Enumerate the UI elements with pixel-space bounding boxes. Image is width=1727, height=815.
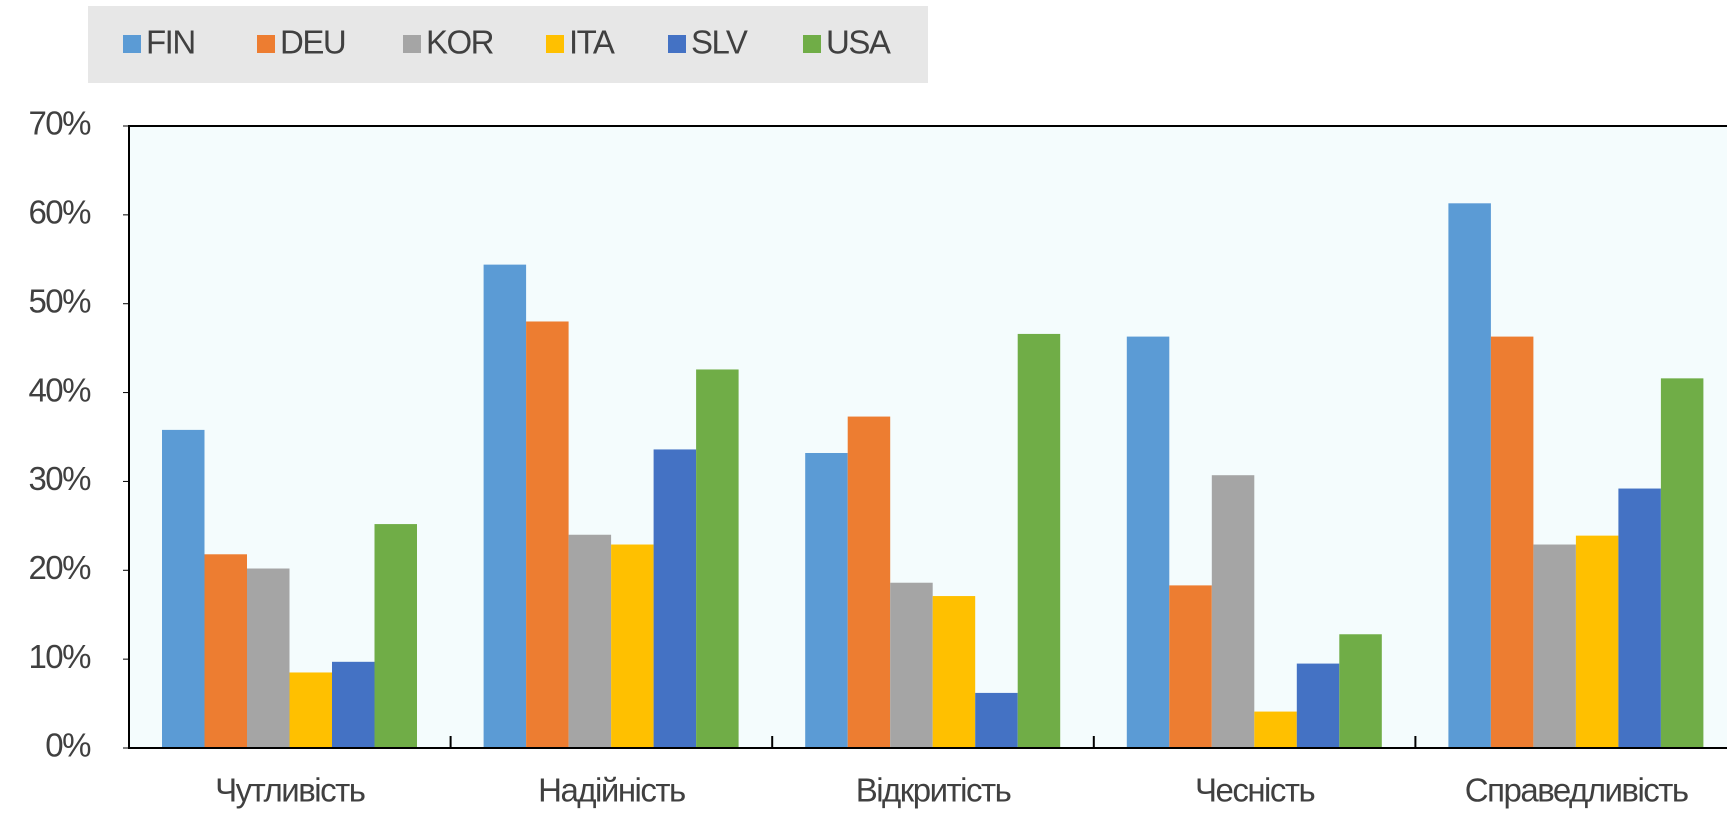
y-tick-label: 20% (28, 549, 91, 586)
bar (932, 596, 976, 748)
y-tick-label: 70% (28, 105, 91, 142)
bar (1169, 585, 1212, 748)
bar (1126, 336, 1170, 748)
x-tick-label: Справедливість (1465, 772, 1688, 809)
y-tick-label: 0% (45, 727, 91, 764)
bar (1533, 544, 1576, 748)
legend-swatch (257, 35, 275, 53)
bar (611, 544, 654, 748)
bar (204, 554, 247, 748)
x-tick-label: Чутливість (215, 772, 365, 809)
bar (526, 321, 569, 748)
legend-label: USA (826, 24, 891, 61)
bar (1575, 535, 1619, 748)
bar (1448, 203, 1491, 748)
bar (1660, 378, 1704, 748)
legend-swatch (546, 35, 564, 53)
bar (847, 416, 891, 748)
bar (696, 369, 739, 748)
y-tick-label: 10% (28, 638, 91, 675)
legend-swatch (403, 35, 421, 53)
x-tick-label: Надійність (538, 772, 685, 809)
bar (1211, 475, 1255, 748)
bar (332, 661, 375, 748)
y-tick-label: 40% (28, 371, 91, 408)
legend-box (88, 6, 928, 83)
bar (162, 429, 205, 748)
y-tick-label: 60% (28, 194, 91, 231)
legend-swatch (668, 35, 686, 53)
bar (247, 568, 290, 748)
bar (1254, 711, 1297, 748)
bar (805, 452, 848, 748)
bar (374, 524, 417, 748)
bar (1618, 488, 1661, 748)
legend-label: DEU (280, 24, 345, 61)
y-tick-label: 30% (28, 460, 91, 497)
legend-label: SLV (691, 24, 748, 61)
legend-label: FIN (146, 24, 195, 61)
bar (1296, 663, 1340, 748)
legend-label: KOR (426, 24, 494, 61)
bar (1339, 634, 1382, 748)
x-tick-label: Відкритість (856, 772, 1011, 809)
x-tick-label: Чесність (1195, 772, 1315, 809)
legend-label: ITA (569, 24, 615, 61)
bar (1017, 333, 1061, 748)
legend-swatch (803, 35, 821, 53)
legend-swatch (123, 35, 141, 53)
bar (289, 672, 332, 748)
bar (653, 449, 697, 748)
bar (568, 534, 612, 748)
y-tick-label: 50% (28, 282, 91, 319)
bar (1490, 336, 1534, 748)
bar (975, 692, 1018, 748)
bar (890, 582, 933, 748)
bar (483, 264, 527, 748)
